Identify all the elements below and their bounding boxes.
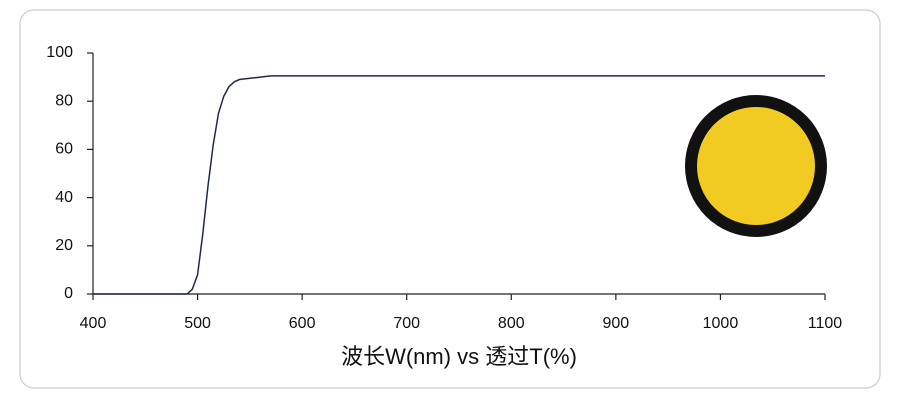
- x-tick-label: 1000: [703, 315, 739, 332]
- y-tick-label: 80: [55, 92, 73, 109]
- x-tick-label: 600: [289, 315, 316, 332]
- y-tick-label: 0: [64, 285, 73, 302]
- y-tick-label: 60: [55, 141, 73, 158]
- filter-icon: [685, 95, 827, 237]
- x-tick-label: 900: [603, 315, 630, 332]
- y-tick-label: 20: [55, 237, 73, 254]
- x-tick-label: 700: [393, 315, 420, 332]
- x-axis-label: 波长W(nm) vs 透过T(%): [341, 344, 577, 369]
- transmission-line: [93, 75, 825, 295]
- filter-ring: [685, 95, 827, 237]
- x-tick-label: 800: [498, 315, 525, 332]
- x-tick-label: 400: [80, 315, 107, 332]
- y-tick-label: 40: [55, 189, 73, 206]
- y-tick-label: 100: [46, 44, 73, 61]
- x-tick-label: 1100: [808, 315, 843, 332]
- x-tick-label: 500: [184, 315, 211, 332]
